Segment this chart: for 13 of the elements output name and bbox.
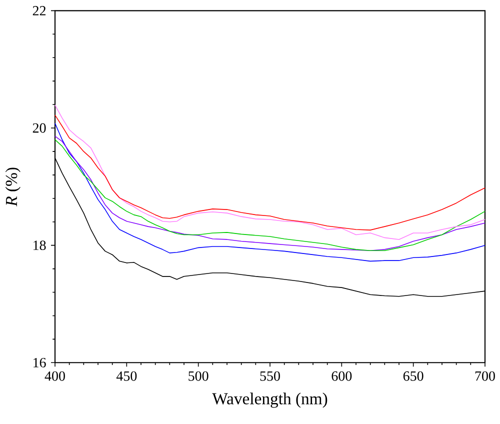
y-tick-label: 18 bbox=[34, 240, 46, 250]
x-tick-label: 650 bbox=[403, 371, 424, 381]
x-tick-label: 400 bbox=[44, 371, 65, 381]
x-tick-label: 550 bbox=[260, 371, 280, 381]
y-axis-title: R (%) bbox=[5, 168, 20, 206]
y-tick-label: 22 bbox=[32, 6, 46, 16]
x-tick-label: 450 bbox=[116, 371, 137, 381]
y-tick-label: 20 bbox=[32, 123, 46, 133]
x-tick-label: 600 bbox=[332, 371, 352, 381]
x-tick-label: 500 bbox=[188, 371, 208, 381]
x-axis-title: Wavelength (nm) bbox=[212, 392, 328, 408]
x-tick-label: 700 bbox=[475, 371, 495, 381]
y-tick-label: 16 bbox=[34, 358, 46, 368]
